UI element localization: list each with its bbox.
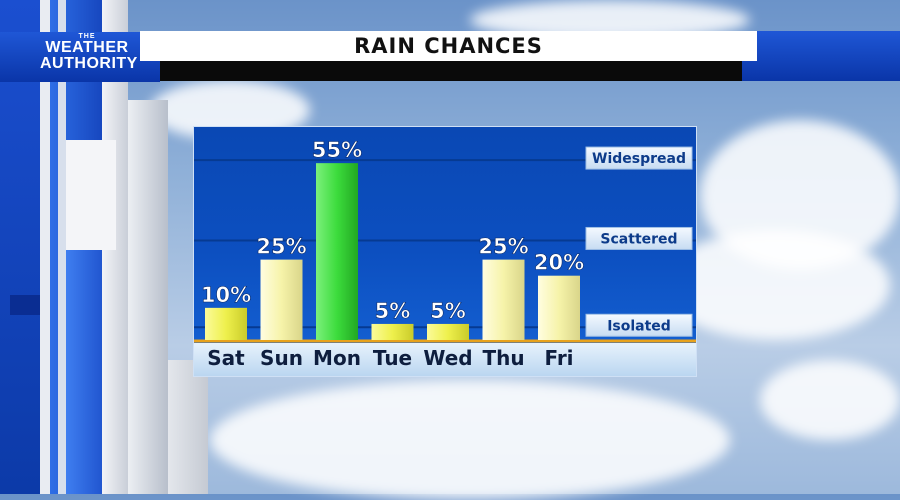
category-label-fri: Fri [544,346,573,370]
weather-authority-logo: THE WEATHER AUTHORITY [40,32,138,82]
decor-stripe [66,140,116,250]
level-label-box [585,226,693,250]
logo-the: THE [78,33,96,40]
category-label-sat: Sat [207,346,245,370]
level-label-box [585,146,693,170]
cloud [660,230,890,340]
logo-line1: WEATHER [45,39,129,56]
category-label-thu: Thu [482,346,524,370]
header-underline [160,61,742,81]
bar-value-label: 10% [201,283,251,307]
decor-stripe [40,0,50,494]
cloud [760,360,900,440]
category-label-wed: Wed [423,346,472,370]
decor-stripe [66,250,102,494]
bar-tue [371,323,414,340]
bar-value-label: 5% [430,299,466,323]
bar-value-label: 25% [478,235,528,259]
category-label-sun: Sun [260,346,303,370]
bar-value-label: 20% [534,251,584,275]
category-label-band [194,343,696,376]
decor-stripe [58,0,66,494]
level-label: Widespread [592,151,686,167]
bar-value-label: 25% [256,235,306,259]
bar-wed [427,323,469,340]
bar-sat [205,307,247,340]
title-bar [140,31,757,61]
level-label-box [585,313,693,337]
header-left-band [0,32,160,82]
header-right-band [742,31,900,81]
bar-value-label: 55% [312,138,362,162]
level-label: Scattered [600,231,677,247]
level-label: Isolated [607,318,671,334]
decor-stripe [128,100,168,494]
rain-chance-chart: Widespread Scattered Isolated 10% Sat 25% Sun 5… [194,138,696,370]
bar-fri [538,275,580,340]
decor-stripe [10,295,40,315]
decor-stripe [0,0,40,494]
category-label-mon: Mon [313,346,361,370]
page-title: RAIN CHANCES [354,34,543,58]
logo-line2: AUTHORITY [40,55,138,72]
chart-panel: Widespread Scattered Isolated 10% Sat 25% Sun 5… [193,126,697,377]
category-label-tue: Tue [373,346,412,370]
bar-mon [316,163,358,340]
decor-stripe [168,360,208,494]
bar-thu [482,259,525,340]
cloud [210,380,730,500]
bar-value-label: 5% [375,299,411,323]
bar-sun [260,259,303,340]
